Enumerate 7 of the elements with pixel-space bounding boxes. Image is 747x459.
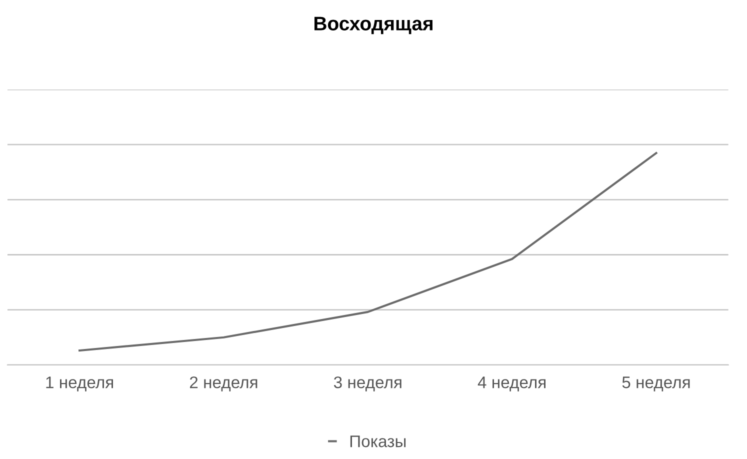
x-tick-label: 5 неделя xyxy=(622,376,690,392)
chart-title: Восходящая xyxy=(314,16,432,34)
x-tick-label: 2 неделя xyxy=(190,376,258,392)
x-tick-label: 4 неделя xyxy=(478,376,546,392)
x-tick-label: 3 неделя xyxy=(334,376,402,392)
x-tick-label: 1 неделя xyxy=(46,376,113,392)
legend-label: Показы xyxy=(350,436,406,448)
